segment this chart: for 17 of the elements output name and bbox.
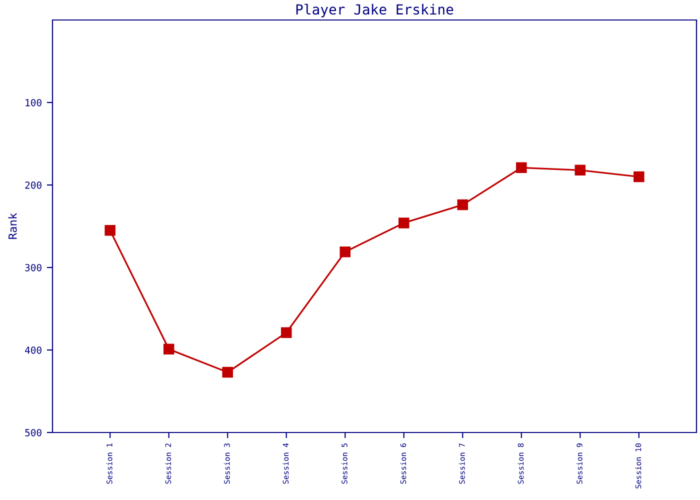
y-tick-label: 500	[25, 429, 42, 436]
point	[222, 366, 233, 378]
y-tick-label: 400	[25, 346, 42, 354]
y-tick-label: 100	[26, 99, 42, 106]
y-tick-label: 300	[25, 264, 42, 272]
point	[163, 344, 174, 355]
y-tick-label: 200	[25, 182, 42, 189]
chart-title: Player Jake Erskine	[296, 4, 454, 18]
point	[574, 164, 586, 176]
point	[340, 246, 350, 258]
point	[104, 224, 116, 236]
point	[280, 327, 292, 338]
point	[634, 171, 644, 182]
point	[457, 199, 468, 210]
point	[398, 218, 410, 228]
y-axis-title: Rank	[8, 213, 17, 239]
point	[516, 162, 527, 174]
